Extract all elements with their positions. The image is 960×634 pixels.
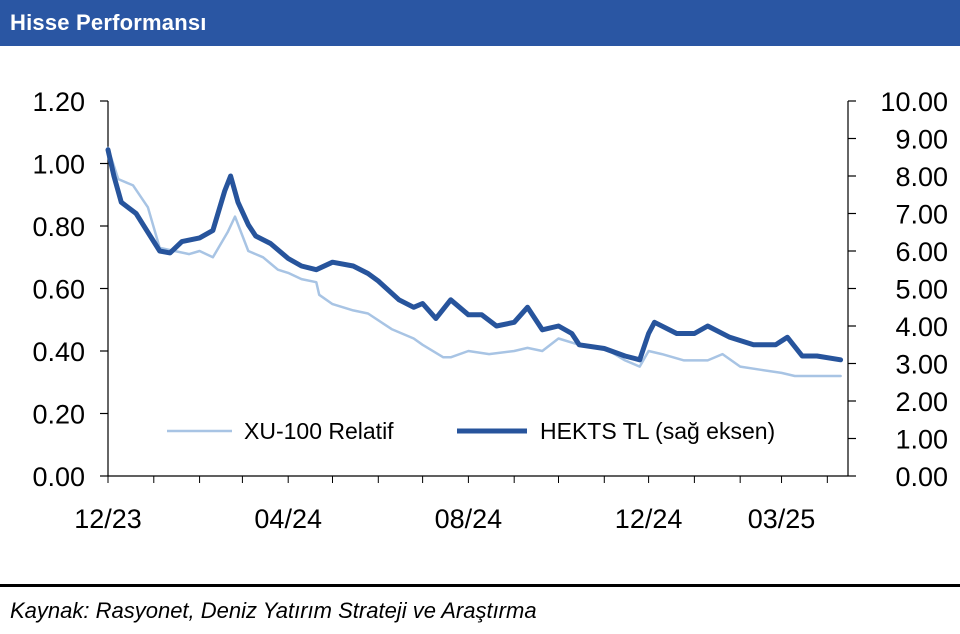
right-y-tick-label: 7.00: [895, 200, 948, 230]
performance-chart: 0.00 0.20 0.40 0.60 0.80 1.00 1.20 0.00 1.00 2.00…: [32, 87, 948, 534]
series-line-xu100: [106, 146, 842, 378]
source-note: Kaynak: Rasyonet, Deniz Yatırım Strateji…: [10, 598, 537, 623]
x-tick-label: 03/25: [748, 504, 816, 534]
x-tick-label: 04/24: [254, 504, 322, 534]
right-y-tick-label: 1.00: [895, 425, 948, 455]
left-y-tick-label: 0.60: [32, 275, 85, 305]
left-y-tick-label: 0.40: [32, 337, 85, 367]
left-y-tick-label: 1.20: [32, 87, 85, 117]
footer-divider: [0, 584, 960, 587]
chart-series: [105, 146, 844, 378]
right-y-tick-label: 3.00: [895, 350, 948, 380]
right-y-tick-label: 6.00: [895, 237, 948, 267]
left-y-tick-label: 1.00: [32, 150, 85, 180]
left-y-tick-label: 0.80: [32, 212, 85, 242]
right-y-tick-label: 4.00: [895, 312, 948, 342]
chart-axes: 0.00 0.20 0.40 0.60 0.80 1.00 1.20 0.00 1.00 2.00…: [32, 87, 948, 534]
right-y-tick-label: 5.00: [895, 275, 948, 305]
chart-legend: XU-100 Relatif HEKTS TL (sağ eksen): [167, 418, 775, 444]
legend-label-hekts: HEKTS TL (sağ eksen): [540, 418, 775, 444]
left-y-tick-label: 0.20: [32, 400, 85, 430]
left-y-tick-label: 0.00: [32, 462, 85, 492]
right-y-tick-label: 0.00: [895, 462, 948, 492]
legend-label-xu100: XU-100 Relatif: [244, 418, 394, 444]
x-tick-label: 12/23: [74, 504, 142, 534]
right-y-tick-label: 10.00: [880, 87, 948, 117]
right-y-tick-label: 2.00: [895, 387, 948, 417]
page-title: Hisse Performansı: [10, 10, 207, 35]
x-tick-label: 12/24: [615, 504, 683, 534]
right-y-tick-label: 9.00: [895, 125, 948, 155]
x-tick-label: 08/24: [435, 504, 503, 534]
header-bar: Hisse Performansı: [0, 0, 960, 46]
series-line-hekts: [105, 147, 844, 363]
right-y-tick-label: 8.00: [895, 162, 948, 192]
